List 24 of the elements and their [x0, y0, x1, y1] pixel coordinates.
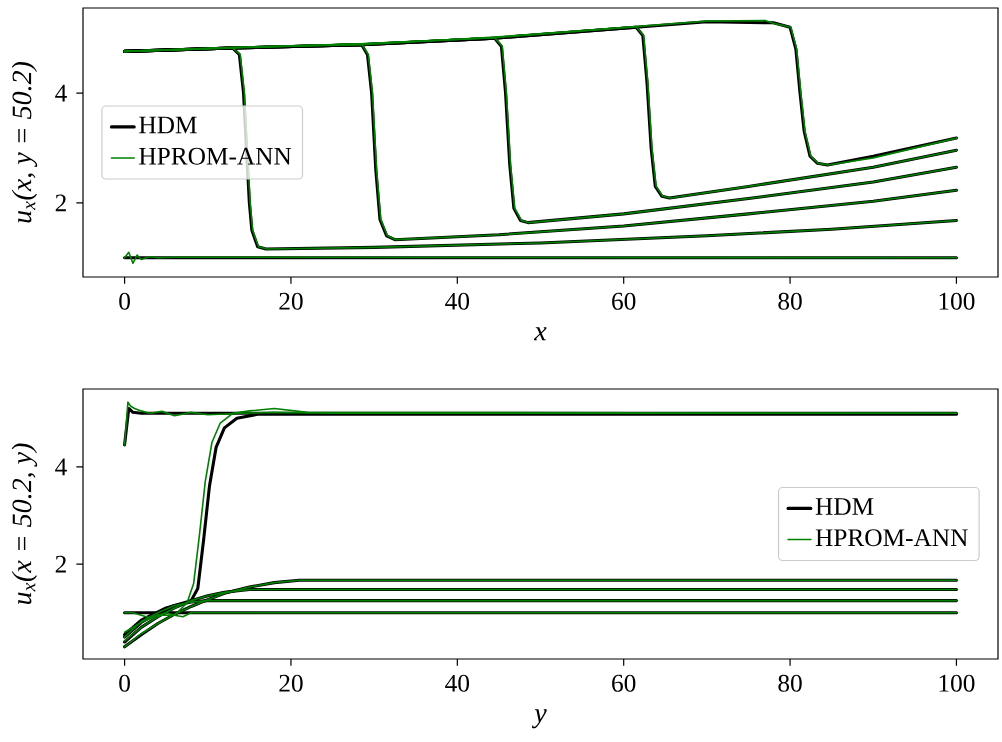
y-tick-label: 2: [55, 555, 66, 573]
y-tick-label: 2: [55, 194, 66, 212]
legend-label: HPROM-ANN: [139, 147, 292, 165]
x-tick-label: 40: [445, 292, 470, 310]
y-axis-title: u$_{x}$(x, y = 50.2): [11, 61, 38, 223]
x-tick-label: 80: [778, 674, 802, 692]
x-tick-label: 60: [612, 292, 636, 310]
x-tick-label: 100: [939, 292, 975, 310]
y-tick-label: 4: [55, 458, 67, 476]
x-axis-title: y: [531, 709, 547, 729]
legend-label: HDM: [815, 498, 874, 515]
legend-label: HDM: [139, 116, 197, 134]
x-axis-title: x: [533, 327, 547, 341]
x-tick-label: 20: [279, 674, 303, 692]
x-tick-label: 40: [445, 674, 470, 692]
y-tick-label: 4: [55, 84, 67, 102]
legend-label: HPROM-ANN: [815, 529, 968, 547]
x-tick-label: 60: [612, 674, 636, 692]
x-tick-label: 20: [279, 292, 303, 310]
x-tick-label: 100: [939, 674, 975, 692]
x-tick-label: 0: [119, 292, 130, 310]
x-tick-label: 80: [778, 292, 802, 310]
y-axis-title: u$_{x}$(x = 50.2, y): [11, 443, 38, 604]
x-tick-label: 0: [119, 674, 130, 692]
